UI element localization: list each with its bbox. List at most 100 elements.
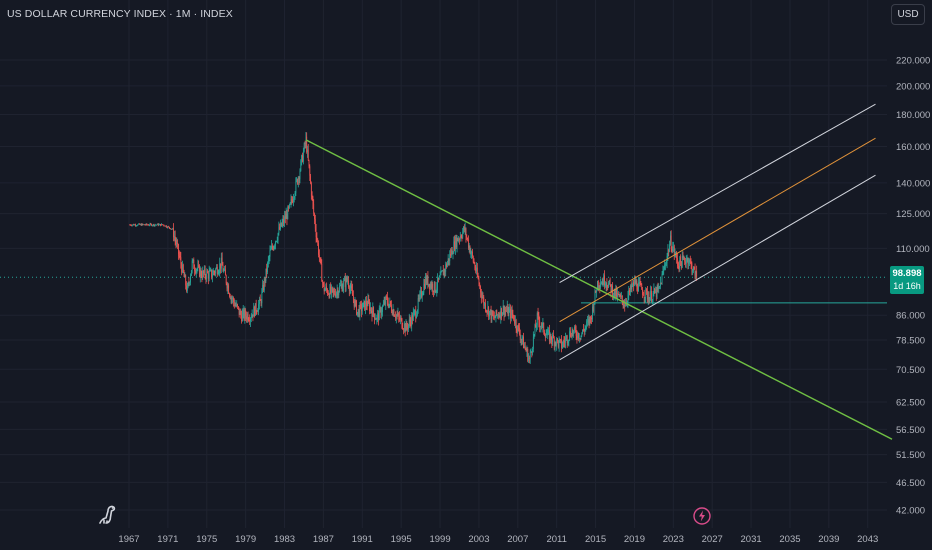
candle-body [249, 320, 251, 322]
candle-body [670, 235, 672, 250]
candle-body [297, 179, 298, 184]
price-axis-label: 42.000 [896, 506, 925, 517]
candle-body [371, 310, 373, 317]
price-axis-label: 140.000 [896, 178, 930, 189]
candle-body [554, 342, 556, 347]
candle-body [258, 304, 259, 311]
candle-body [452, 253, 454, 255]
candle-body [450, 249, 452, 256]
candle-body [574, 326, 575, 331]
candle-body [232, 297, 234, 299]
candle-body [540, 326, 541, 328]
candle-body [308, 159, 310, 167]
candle-body [529, 357, 530, 359]
candle-body [454, 241, 456, 250]
candle-body [447, 258, 449, 263]
candle-body [459, 236, 461, 240]
candle-body [514, 320, 515, 324]
candle-body [383, 301, 385, 305]
candle-body [171, 228, 173, 230]
candle-body [195, 270, 196, 273]
candle-body [543, 322, 545, 333]
candle-body [146, 223, 148, 225]
candle-body [596, 290, 598, 293]
candle-body [298, 177, 300, 180]
candle-body [542, 322, 544, 324]
candle-body [264, 278, 266, 282]
candle-body [318, 254, 320, 258]
candle-body [282, 219, 284, 223]
candle-body [420, 290, 421, 294]
candle-body [271, 245, 272, 250]
candle-body [572, 330, 574, 334]
candle-body [484, 303, 485, 306]
candle-body [410, 321, 412, 326]
price-axis-label: 78.500 [896, 336, 925, 347]
candle-body [335, 292, 337, 297]
candle-body [250, 317, 252, 319]
candle-body [472, 256, 474, 262]
candle-body [378, 308, 380, 321]
time-axis-label: 2023 [663, 534, 684, 545]
candle-body [534, 324, 536, 335]
candle-body [244, 310, 246, 319]
candle-body [246, 316, 247, 320]
candle-body [395, 315, 397, 318]
time-axis-label: 1991 [352, 534, 373, 545]
candle-body [133, 224, 135, 226]
candle-body [597, 280, 598, 291]
candle-body [199, 269, 201, 277]
candle-body [303, 143, 305, 152]
candle-body [489, 310, 490, 317]
candle-body [435, 290, 437, 292]
candle-body [153, 224, 155, 226]
price-axis-label: 46.500 [896, 478, 925, 489]
candle-body [493, 316, 495, 318]
candle-body [658, 287, 660, 289]
candle-body [430, 283, 432, 288]
candle-body [333, 291, 335, 292]
candle-body [182, 264, 184, 272]
lightning-icon[interactable] [692, 506, 712, 531]
candle-body [504, 310, 506, 316]
chart-title: US DOLLAR CURRENCY INDEX · 1M · INDEX [7, 8, 233, 20]
time-axis-label: 2039 [818, 534, 839, 545]
candle-body [342, 287, 344, 291]
time-axis-label: 1987 [313, 534, 334, 545]
time-axis-label: 2011 [546, 534, 566, 545]
tradingview-dino-icon[interactable] [96, 502, 120, 531]
candle-body [600, 283, 602, 288]
candle-body [478, 278, 480, 284]
candle-body [438, 277, 439, 280]
candle-body [409, 319, 411, 322]
candle-body [677, 258, 678, 265]
candle-body [670, 235, 671, 245]
candle-body [599, 286, 601, 288]
candle-body [587, 320, 588, 322]
candle-body [366, 305, 368, 307]
candle-body [228, 285, 230, 294]
candle-body [362, 302, 364, 309]
candle-body [357, 308, 359, 312]
price-axis-label: 86.000 [896, 311, 925, 322]
candle-body [424, 283, 426, 289]
candle-body [436, 287, 438, 291]
time-axis-label: 1967 [118, 534, 139, 545]
candle-body [536, 313, 538, 326]
candle-body [286, 213, 288, 220]
candle-body [632, 282, 634, 286]
candle-body [669, 244, 670, 252]
candle-body [165, 225, 166, 227]
candle-body [160, 223, 161, 226]
candle-body [139, 223, 140, 225]
candle-body [557, 340, 559, 347]
candle-body [190, 275, 191, 283]
currency-button[interactable]: USD [891, 4, 925, 25]
candle-body [546, 334, 548, 336]
candle-body [463, 226, 465, 231]
candle-body [469, 246, 471, 254]
candle-body [531, 351, 533, 353]
candle-body [130, 224, 132, 226]
candle-body [664, 264, 665, 270]
